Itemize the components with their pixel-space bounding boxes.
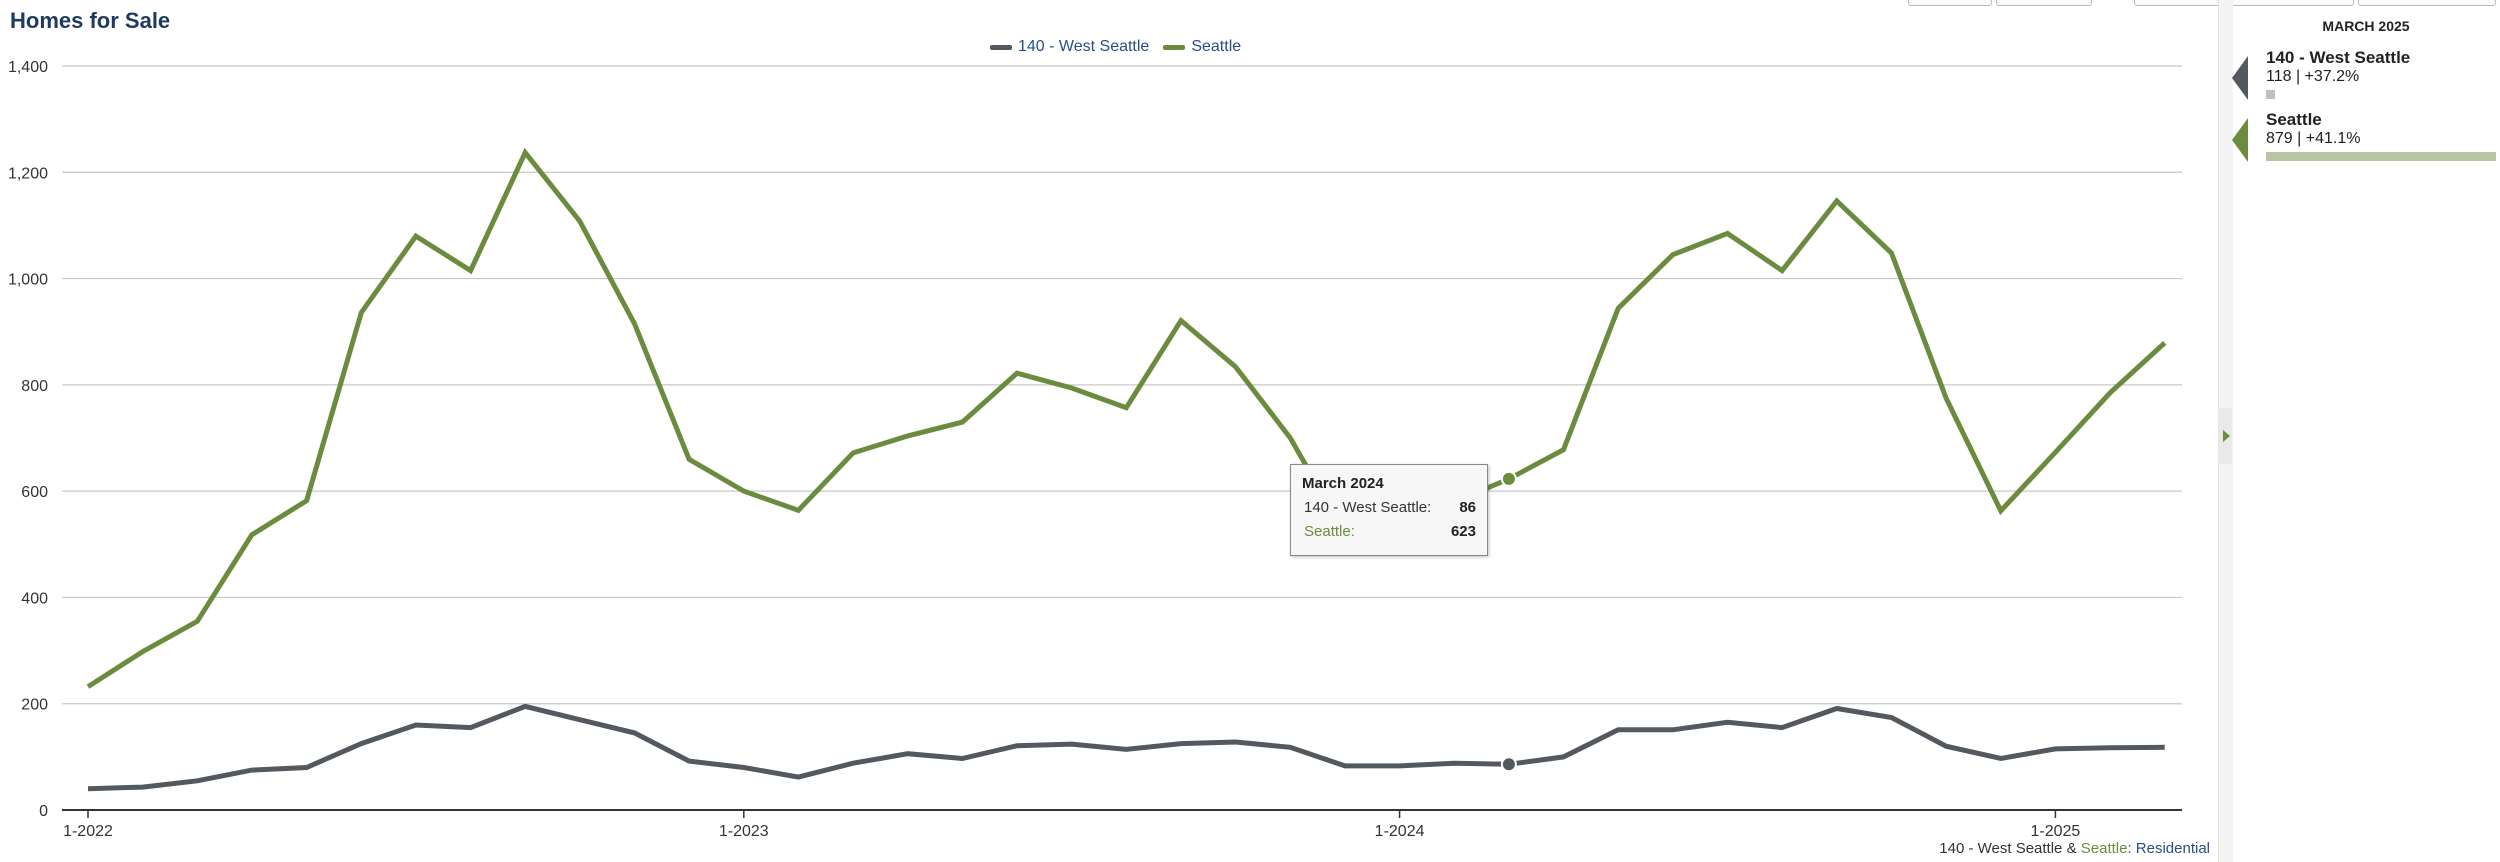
triangle-marker-icon [2232,118,2248,162]
legend-label: Seattle [1191,38,1242,55]
sidebar-heading: MARCH 2025 [2322,18,2410,34]
tooltip-label: 140 - West Seattle: [1304,499,1432,516]
panel-toggle-button[interactable] [2218,408,2232,464]
footer-separator: & [2062,840,2081,857]
chart-legend: 140 - West Seattle Seattle [990,38,1241,56]
y-tick-label: 1,000 [8,272,48,289]
legend-item-seattle[interactable]: Seattle [1163,38,1241,56]
chart-tooltip: March 2024 140 - West Seattle: 86 Seattl… [1290,464,1488,556]
toolbar-button[interactable] [1908,0,1992,6]
toolbar-button[interactable] [1996,0,2092,6]
series-line-seattle [86,147,2167,689]
sidebar-item-value: 118 | +37.2% [2266,68,2360,85]
x-tick-label: 1-2023 [719,823,769,840]
legend-swatch-west-seattle [990,44,1012,50]
tooltip-value: 623 [1450,523,1476,540]
tooltip-value: 86 [1459,499,1476,516]
footer-series-2: Seattle [2080,840,2128,857]
y-tick-label: 1,200 [8,165,48,182]
triangle-marker-icon [2232,56,2248,100]
page-title: Homes for Sale [10,8,171,33]
y-tick-label: 400 [21,590,48,607]
chevron-right-icon [2223,430,2230,442]
tooltip-row-west-seattle: 140 - West Seattle: 86 [1304,499,1476,516]
tooltip-label: Seattle: [1304,523,1355,540]
y-tick-label: 200 [21,697,48,714]
y-tick-label: 0 [39,803,48,820]
summary-sidebar: MARCH 2025 140 - West Seattle 118 | +37.… [2232,0,2500,862]
sidebar-item-value: 879 | +41.1% [2266,130,2361,147]
legend-label: 140 - West Seattle [1018,38,1150,55]
sidebar-item-name: 140 - West Seattle [2266,48,2411,67]
series-line-west-seattle [87,703,2165,792]
tooltip-title: March 2024 [1302,475,1384,492]
line-chart: 0 200 400 600 800 1,000 1,200 1,400 1-2022 1-2023… [8,59,2182,840]
sidebar-item-name: Seattle [2266,110,2322,129]
footer-series-1: 140 - West Seattle [1939,840,2063,857]
y-tick-label: 800 [21,378,48,395]
sidebar-item-bar [2266,152,2496,161]
x-tick-label: 1-2025 [2030,823,2080,840]
legend-swatch-seattle [1163,44,1186,50]
y-tick-label: 1,400 [8,59,48,76]
chart-footer: 140 - West Seattle & Seattle: Residentia… [1939,840,2210,857]
sidebar-item-bar [2266,90,2275,99]
x-tick-label: 1-2022 [63,823,113,840]
sidebar-item-seattle[interactable]: Seattle 879 | +41.1% [2232,110,2496,166]
footer-property-type: : Residential [2127,840,2210,857]
tooltip-row-seattle: Seattle: 623 [1304,523,1476,540]
sidebar-item-west-seattle[interactable]: 140 - West Seattle 118 | +37.2% [2232,48,2496,104]
legend-item-west-seattle[interactable]: 140 - West Seattle [990,38,1149,56]
highlight-point-seattle[interactable] [1500,470,1517,487]
x-tick-label: 1-2024 [1375,823,1425,840]
highlight-point-west-seattle[interactable] [1500,756,1517,773]
y-tick-label: 600 [21,484,48,501]
toolbar-button[interactable] [2358,0,2496,6]
